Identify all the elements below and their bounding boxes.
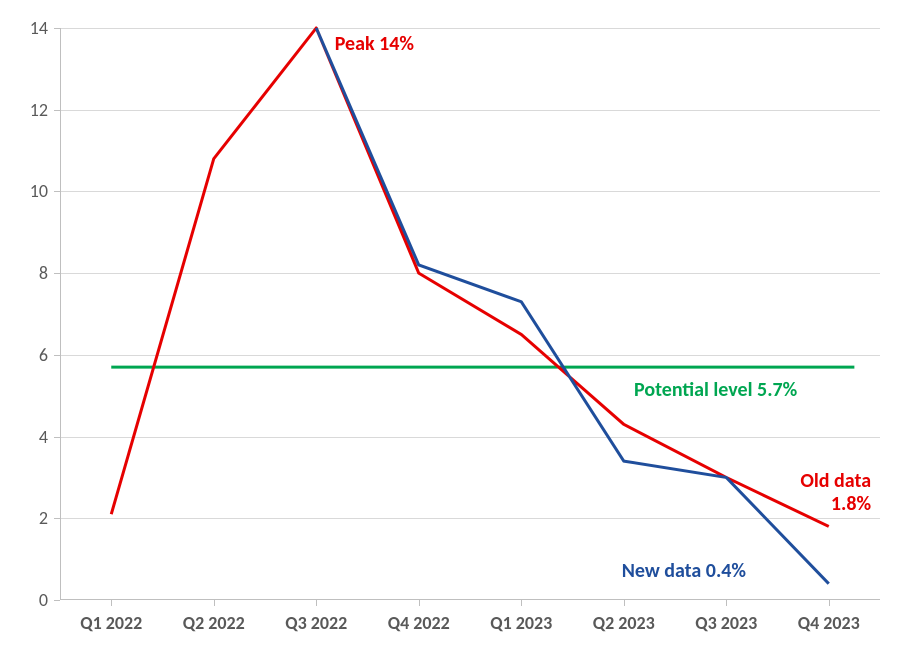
y-tick-mark — [54, 191, 60, 192]
y-tick-mark — [54, 355, 60, 356]
y-tick-label: 12 — [30, 99, 48, 121]
x-tick-label: Q3 2022 — [285, 612, 347, 634]
line-chart: 0 2 4 6 8 10 12 14 Q1 2022 Q2 2022 Q3 2022 Q4 2022… — [0, 0, 909, 657]
x-tick-label: Q1 2022 — [80, 612, 142, 634]
x-tick-label: Q4 2023 — [798, 612, 860, 634]
series-line-new-data — [316, 28, 829, 584]
x-tick-mark — [829, 600, 830, 606]
y-tick-label: 10 — [30, 180, 48, 202]
annotation-peak: Peak 14% — [335, 32, 414, 56]
annotation-new_data: New data 0.4% — [622, 559, 746, 583]
series-svg — [60, 28, 880, 600]
x-tick-mark — [214, 600, 215, 606]
y-tick-label: 8 — [39, 262, 48, 284]
y-tick-label: 6 — [39, 344, 48, 366]
x-tick-mark — [521, 600, 522, 606]
y-tick-mark — [54, 600, 60, 601]
y-tick-mark — [54, 28, 60, 29]
series-line-old-data — [111, 28, 829, 526]
x-tick-mark — [726, 600, 727, 606]
y-tick-mark — [54, 110, 60, 111]
x-tick-label: Q4 2022 — [388, 612, 450, 634]
y-tick-mark — [54, 437, 60, 438]
x-tick-mark — [419, 600, 420, 606]
x-tick-label: Q1 2023 — [490, 612, 552, 634]
x-tick-label: Q2 2023 — [593, 612, 655, 634]
annotation-potential: Potential level 5.7% — [634, 378, 797, 402]
y-tick-label: 14 — [30, 17, 48, 39]
y-tick-mark — [54, 273, 60, 274]
y-tick-mark — [54, 518, 60, 519]
x-tick-mark — [624, 600, 625, 606]
x-tick-label: Q2 2022 — [183, 612, 245, 634]
x-tick-mark — [316, 600, 317, 606]
x-tick-label: Q3 2023 — [695, 612, 757, 634]
plot-area — [60, 28, 880, 600]
y-tick-label: 4 — [39, 426, 48, 448]
annotation-old_data: Old data 1.8% — [761, 470, 871, 516]
x-tick-mark — [111, 600, 112, 606]
y-tick-label: 2 — [39, 507, 48, 529]
y-tick-label: 0 — [39, 589, 48, 611]
